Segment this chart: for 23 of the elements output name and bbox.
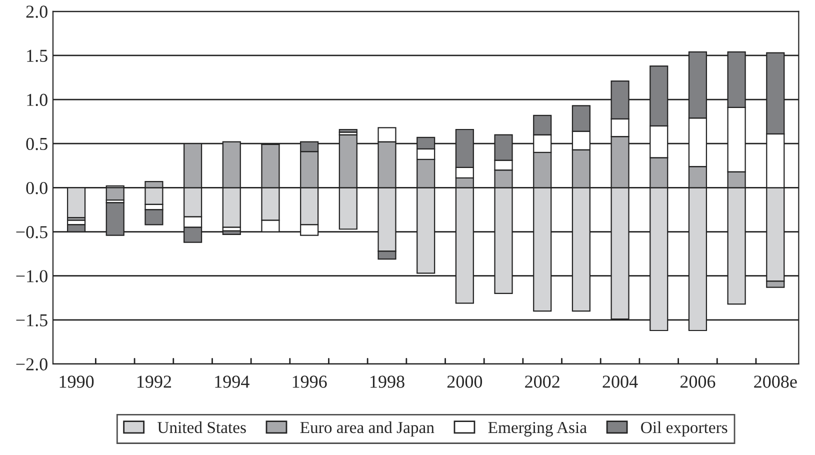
x-tick-label: 2006 [680,376,716,388]
y-tick-label: 1.0 [27,94,48,106]
y-tick-label: −1.5 [16,314,48,326]
y-tick-label: 0.0 [26,182,48,194]
legend-label: Oil exporters [641,421,728,437]
x-tick-label: 1996 [292,376,327,388]
y-tick-label: −0.5 [16,226,48,238]
x-tick-label: 2008e [754,376,797,388]
y-tick-label: 1.5 [27,50,48,62]
legend-label: United States [158,421,246,434]
x-tick-label: 2002 [525,376,560,388]
y-tick-label: 0.5 [26,138,48,150]
x-tick-label: 1992 [137,376,172,388]
y-tick-label: −1.0 [16,270,48,282]
x-tick-label: 1994 [215,376,250,388]
y-tick-label: −2.0 [16,358,48,371]
x-tick-label: 2000 [447,376,482,388]
legend-label: Euro area and Japan [300,421,434,437]
legend-label: Emerging Asia [488,422,587,437]
y-tick-label: 2.0 [26,6,48,18]
x-tick-label: 1990 [60,376,94,388]
x-tick-label: 1998 [370,376,404,388]
x-tick-label: 2004 [602,376,638,388]
